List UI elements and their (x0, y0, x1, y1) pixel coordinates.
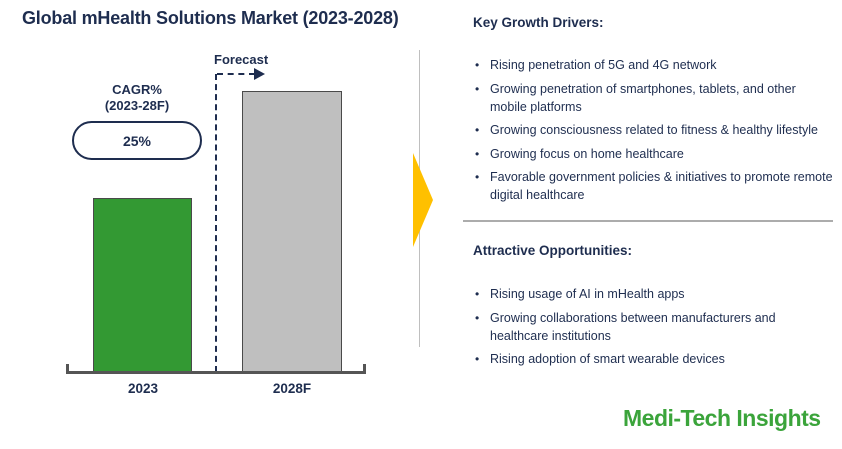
opportunities-list: Rising usage of AI in mHealth apps Growi… (473, 285, 835, 374)
x-axis-line (66, 371, 366, 374)
section-divider (463, 220, 833, 222)
bar-2028f (242, 91, 342, 372)
forecast-dashed-divider (215, 74, 217, 372)
cagr-label-line1: CAGR% (112, 82, 162, 97)
cagr-value: 25% (122, 132, 152, 149)
cagr-value-badge: 25% (72, 121, 202, 160)
bar-2023 (93, 198, 192, 372)
opportunities-heading: Attractive Opportunities: (473, 243, 633, 258)
x-axis-tick-right (363, 364, 366, 374)
chart-title: Global mHealth Solutions Market (2023-20… (22, 8, 399, 28)
x-axis-label-2023: 2023 (127, 381, 159, 396)
list-item: Favorable government policies & initiati… (473, 168, 835, 204)
list-item: Rising adoption of smart wearable device… (473, 350, 835, 368)
brand-logo: Medi-Tech Insights (623, 405, 821, 431)
cagr-label: CAGR% (2023-28F) (72, 82, 202, 114)
forecast-dashed-arrow-line (217, 73, 255, 75)
list-item: Growing consciousness related to fitness… (473, 121, 835, 139)
list-item: Rising usage of AI in mHealth apps (473, 285, 835, 303)
forecast-label: Forecast (214, 52, 269, 67)
x-axis-label-2028f: 2028F (272, 381, 312, 396)
cagr-label-line2: (2023-28F) (104, 98, 170, 113)
list-item: Growing collaborations between manufactu… (473, 309, 835, 345)
list-item: Growing penetration of smartphones, tabl… (473, 80, 835, 116)
list-item: Growing focus on home healthcare (473, 145, 835, 163)
list-item: Rising penetration of 5G and 4G network (473, 56, 835, 74)
drivers-heading: Key Growth Drivers: (473, 15, 604, 30)
yellow-right-arrow-icon (413, 153, 433, 247)
drivers-list: Rising penetration of 5G and 4G network … (473, 56, 835, 210)
forecast-arrowhead-icon (254, 68, 265, 80)
x-axis-tick-left (66, 364, 69, 374)
